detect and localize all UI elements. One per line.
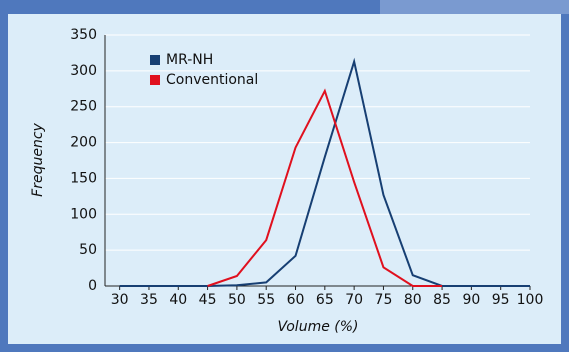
frame-tab — [380, 0, 569, 14]
x-tick-label: 85 — [433, 292, 451, 308]
x-tick-label: 95 — [492, 292, 510, 308]
x-axis-label: Volume (%) — [277, 319, 358, 335]
panel — [8, 14, 561, 344]
x-tick-label: 35 — [140, 292, 158, 308]
y-tick-label: 200 — [70, 135, 97, 151]
x-tick-label: 75 — [375, 292, 393, 308]
y-tick-label: 50 — [79, 242, 97, 258]
series-line — [119, 57, 530, 287]
x-tick-label: 55 — [257, 292, 275, 308]
legend-swatch — [150, 75, 160, 85]
y-tick-label: 250 — [70, 99, 97, 115]
x-tick-label: 80 — [404, 292, 422, 308]
x-tick-label: 30 — [111, 292, 129, 308]
x-tick-label: 90 — [462, 292, 480, 308]
x-tick-label: 65 — [316, 292, 334, 308]
y-axis-label: Frequency — [30, 122, 46, 196]
y-tick-label: 150 — [70, 170, 97, 186]
series-line — [207, 88, 443, 287]
legend-label: Conventional — [166, 72, 258, 88]
x-tick-label: 60 — [287, 292, 305, 308]
y-tick-label: 350 — [70, 27, 97, 43]
y-tick-label: 300 — [70, 63, 97, 79]
y-tick-label: 100 — [70, 206, 97, 222]
x-tick-label: 70 — [345, 292, 363, 308]
x-tick-label: 45 — [199, 292, 217, 308]
y-tick-label: 0 — [88, 278, 97, 294]
x-tick-label: 40 — [169, 292, 187, 308]
legend-label: MR-NH — [166, 52, 213, 68]
x-tick-label: 50 — [228, 292, 246, 308]
x-tick-label: 100 — [517, 292, 544, 308]
legend-swatch — [150, 55, 160, 65]
